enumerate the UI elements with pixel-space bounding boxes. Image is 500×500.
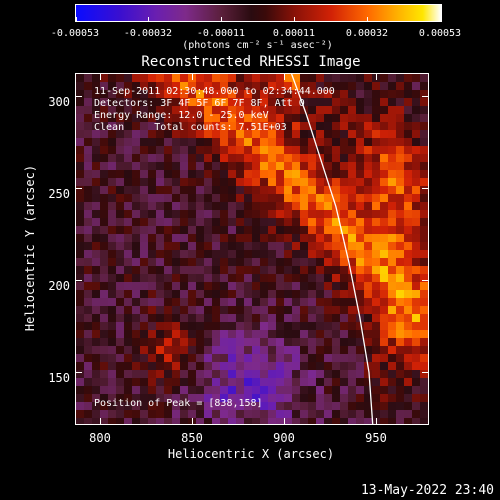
x-tick-label: 900 xyxy=(273,431,295,445)
info-detectors: Detectors: 3F 4F 5F 6F 7F 8F, Att 0 xyxy=(94,98,305,109)
x-axis-title: Heliocentric X (arcsec) xyxy=(167,447,335,461)
colorbar-tick-label: -0.00053 xyxy=(50,28,100,39)
x-tick-top xyxy=(284,74,286,80)
colorbar-tick-label: -0.00032 xyxy=(123,28,173,39)
colorbar-tick xyxy=(440,17,441,21)
peak-position-label: Position of Peak = [838,158] xyxy=(94,398,263,409)
x-tick-bottom xyxy=(284,418,286,424)
y-tick-left xyxy=(76,188,82,190)
solar-limb-line xyxy=(290,74,374,424)
x-tick-bottom xyxy=(99,418,101,424)
colorbar-tick xyxy=(76,17,77,21)
footer-timestamp: 13-May-2022 23:40 xyxy=(360,483,494,498)
colorbar-tick-label: 0.00011 xyxy=(272,28,316,39)
colorbar-tick xyxy=(367,17,368,21)
y-tick-left xyxy=(76,280,82,282)
colorbar-tick-label: -0.00011 xyxy=(196,28,246,39)
y-tick-left xyxy=(76,372,82,374)
plot-title: Reconstructed RHESSI Image xyxy=(141,54,361,70)
x-tick-top xyxy=(376,74,378,80)
x-tick-bottom xyxy=(192,418,194,424)
y-tick-label: 250 xyxy=(48,187,70,201)
colorbar-tick-label: 0.00053 xyxy=(418,28,462,39)
y-tick-right xyxy=(422,280,428,282)
y-tick-right xyxy=(422,96,428,98)
colorbar-tick-label: 0.00032 xyxy=(345,28,389,39)
x-tick-label: 950 xyxy=(365,431,387,445)
rhessi-heatmap xyxy=(76,74,428,424)
x-tick-label: 850 xyxy=(181,431,203,445)
y-tick-label: 150 xyxy=(48,371,70,385)
x-tick-top xyxy=(192,74,194,80)
x-tick-label: 800 xyxy=(89,431,111,445)
info-energy-range: Energy Range: 12.0 - 25.0 keV xyxy=(94,110,269,121)
info-time-range: 11-Sep-2011 02:30:48.000 to 02:34:44.000 xyxy=(94,86,335,97)
y-tick-label: 200 xyxy=(48,279,70,293)
image-plot-area xyxy=(75,73,429,425)
y-tick-right xyxy=(422,372,428,374)
colorbar xyxy=(75,4,442,22)
y-tick-label: 300 xyxy=(48,95,70,109)
x-tick-bottom xyxy=(376,418,378,424)
x-tick-top xyxy=(99,74,101,80)
y-axis-title: Heliocentric Y (arcsec) xyxy=(23,164,37,332)
y-tick-left xyxy=(76,96,82,98)
colorbar-tick xyxy=(148,17,149,21)
colorbar-tick xyxy=(221,17,222,21)
colorbar-units: (photons cm⁻² s⁻¹ asec⁻²) xyxy=(182,40,333,51)
y-tick-right xyxy=(422,188,428,190)
info-clean-counts: Clean Total counts: 7.51E+03 xyxy=(94,122,287,133)
colorbar-tick xyxy=(294,17,295,21)
